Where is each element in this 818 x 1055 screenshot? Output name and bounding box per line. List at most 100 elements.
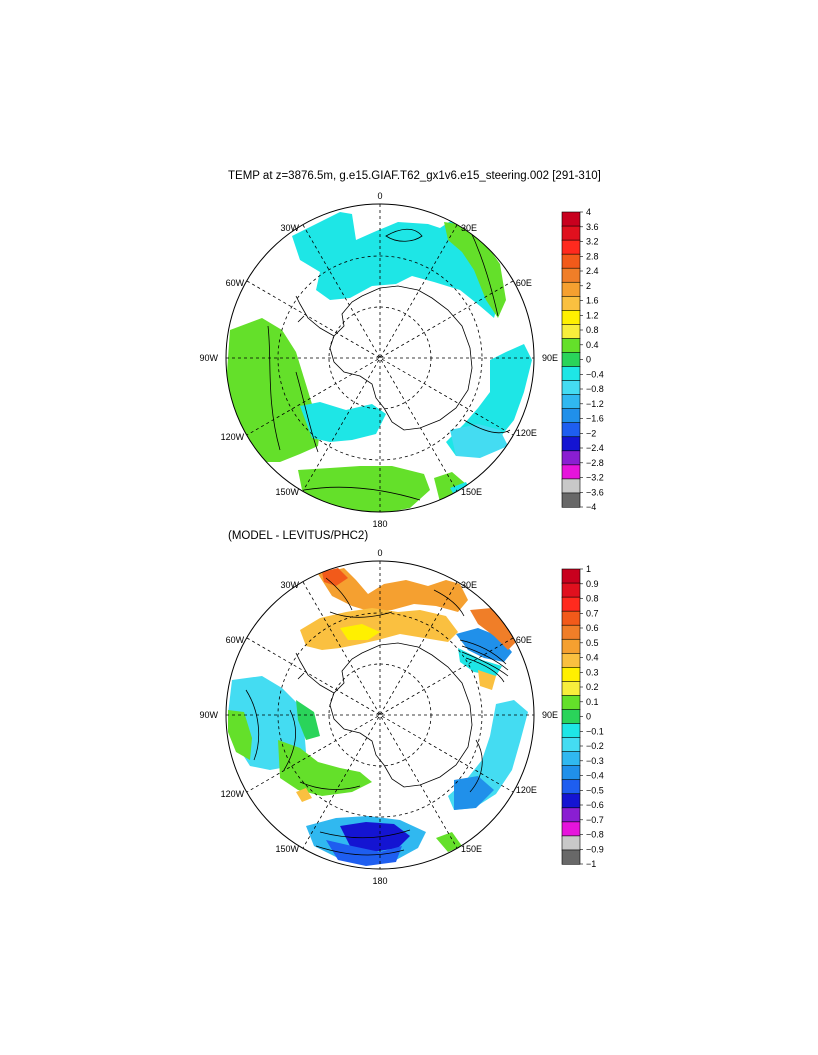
colorbar-label: 0.5 [586,638,599,648]
colorbar-label: 1.2 [586,310,599,320]
meridian-label: 60E [516,635,532,645]
meridian-label: 150E [461,844,482,854]
field-atl-bright-yellow [340,624,380,640]
meridian-label: 90W [199,353,218,363]
colorbar-label: −4 [586,502,596,512]
colorbar-label: −0.4 [586,369,604,379]
meridian-label: 150W [275,487,299,497]
meridian-label: 180 [372,519,387,529]
meridian-label: 30W [280,580,299,590]
colorbar-swatch [561,737,581,753]
colorbar-label: −0.2 [586,741,604,751]
field-pac-green-north [296,700,320,740]
colorbar-label: −1.6 [586,414,604,424]
colorbar-label: 0.2 [586,682,599,692]
antarctic-peninsula [295,295,335,337]
field-pacific-west [226,318,320,462]
colorbar-swatch [561,366,581,382]
colorbar-swatch [561,709,581,725]
panel-2-meridian-labels: 0 30E 60E 90E 120E 150E 180 150W 120W 90W 60W 30W [199,548,558,886]
colorbar-label: −0.8 [586,384,604,394]
panel-1-colorbar: 4 3.6 3.2 2.8 2.4 2 1.6 1.2 0.8 0.4 0 −0.4 −0.8 −1.2 −… [561,207,604,512]
colorbar-swatch [561,408,581,424]
colorbar-swatch [561,225,581,241]
colorbar-swatch [561,667,581,682]
colorbar-label: 0.9 [586,579,599,589]
colorbar-swatch [561,582,581,598]
colorbar-swatch [561,478,581,494]
colorbar-swatch [561,835,581,851]
colorbar-label: 0.4 [586,340,599,350]
colorbar-swatch [561,568,581,584]
colorbar-swatch [561,267,581,283]
colorbar-swatch [561,596,581,612]
field-atl-yellow [300,608,458,650]
panel-1-map [225,203,535,513]
colorbar-swatch [561,324,581,340]
meridian-label: 30E [461,223,477,233]
panel-2-colorbar: 1 0.9 0.8 0.7 0.6 0.5 0.4 0.3 0.2 0.1 0 −0.1 −0.2 −0.… [561,564,604,869]
colorbar-label: −3.2 [586,473,604,483]
colorbar-label: −0.4 [586,771,604,781]
colorbar-swatch [561,793,581,809]
field-south-mid-blue [326,840,402,866]
colorbar-swatch [561,239,581,255]
colorbar-swatch [561,295,581,311]
meridian-label: 120W [221,789,245,799]
field-pac-small-yellow [296,788,312,802]
colorbar-swatch [561,492,581,508]
panel-2-contours [245,577,509,856]
colorbar-label: 0.8 [586,594,599,604]
colorbar-swatch [561,849,581,865]
colorbar-label: −0.8 [586,830,604,840]
colorbar-label: −3.6 [586,487,604,497]
meridian-label: 0 [377,191,382,201]
colorbar-swatch [561,681,581,697]
colorbar-swatch [561,450,581,466]
colorbar-swatch [561,610,581,626]
field-indian-yellow-tail [478,670,496,690]
colorbar-label: −0.1 [586,726,604,736]
colorbar-label: −0.7 [586,815,604,825]
colorbar-swatch [561,624,581,640]
meridian-label: 60W [226,635,245,645]
field-east-blue [454,776,494,810]
colorbar-label: −2 [586,428,596,438]
colorbar-swatch [561,807,581,823]
colorbar-label: −0.5 [586,785,604,795]
colorbar-label: 0 [586,355,591,365]
colorbar-swatch [561,436,581,452]
colorbar-swatch [561,638,581,654]
antarctic-peninsula-2 [295,652,335,694]
colorbar-swatch [561,723,581,739]
colorbar-label: 0.8 [586,325,599,335]
colorbar-label: −0.9 [586,844,604,854]
colorbar-swatch [561,464,581,480]
panel-2-map-border [225,560,535,870]
colorbar-swatch [561,394,581,410]
panel-1-contours [267,228,511,501]
panel-1-meridian-labels: 0 30E 60E 90E 120E 150E 180 150W 120W 90W 60W 30W [199,191,558,529]
meridian-label: 180 [372,876,387,886]
panel-1-map-border [225,203,535,513]
colorbar-label: 1 [586,564,591,574]
meridian-label: 60E [516,278,532,288]
colorbar-label: −1.2 [586,399,604,409]
panel-2-title: (MODEL - LEVITUS/PHC2) [228,530,369,542]
colorbar-label: 1.6 [586,296,599,306]
panel-2-field [228,568,528,866]
colorbar-label: 2 [586,281,591,291]
colorbar-label: 0 [586,712,591,722]
colorbar-swatch [561,821,581,837]
colorbar-swatch [561,338,581,354]
colorbar-swatch [561,352,581,368]
field-pacific-cyan [300,402,386,442]
meridian-label: 120E [516,428,537,438]
colorbar-label: −2.4 [586,443,604,453]
meridian-label: 0 [377,548,382,558]
meridian-label: 30E [461,580,477,590]
meridian-label: 60W [226,278,245,288]
colorbar-swatch [561,652,581,668]
panel-2-map [225,560,535,870]
